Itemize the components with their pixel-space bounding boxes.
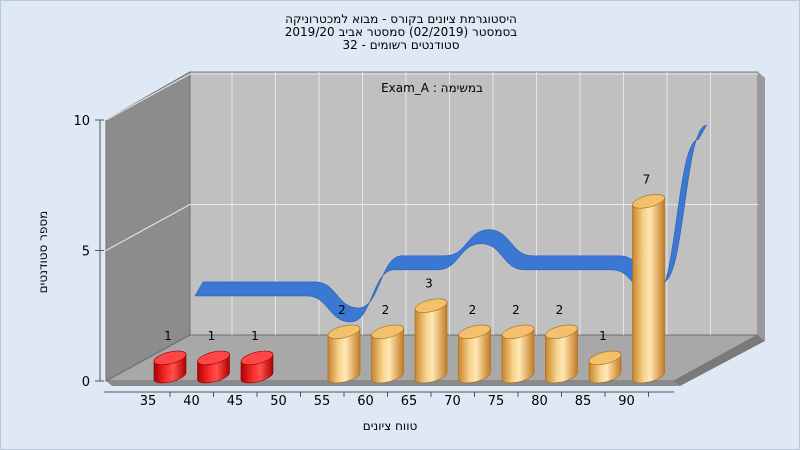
y-axis-label: מספר סטודנטים (36, 211, 50, 294)
bar-55 (327, 324, 361, 384)
bar-top (458, 324, 491, 340)
data-label-80: 2 (556, 303, 564, 317)
x-tick-label: 65 (401, 394, 418, 409)
bar-45 (240, 350, 274, 384)
back-wall-right-edge (758, 72, 765, 341)
bar-top (153, 350, 187, 366)
bar-40 (197, 350, 230, 384)
data-label-85: 1 (599, 329, 607, 343)
x-tick-label: 85 (575, 394, 592, 409)
x-tick-label: 90 (618, 394, 635, 409)
bar-body (501, 328, 535, 384)
bar-top (414, 298, 448, 313)
bar-body (371, 328, 404, 384)
bar-85 (588, 350, 622, 384)
x-tick-label: 50 (270, 394, 287, 409)
left-wall (105, 71, 191, 382)
x-tick-label: 75 (488, 394, 505, 409)
distribution-curve (194, 124, 708, 323)
data-label-40: 1 (208, 329, 216, 343)
floor-right-edge (674, 335, 765, 386)
axes: 0 5 10 35 40 45 50 55 60 65 70 75 80 85 90 (73, 114, 674, 409)
data-label-55: 2 (338, 303, 346, 317)
x-axis-label: טווח ציונים (363, 419, 418, 433)
bar-35 (153, 350, 187, 384)
bar-90 (632, 194, 665, 384)
bar-body (545, 328, 578, 384)
curve-ribbon (194, 124, 708, 323)
data-label-75: 2 (512, 303, 520, 317)
data-label-90: 7 (643, 172, 651, 186)
data-label-70: 2 (469, 303, 477, 317)
x-tick-label: 45 (227, 394, 244, 409)
bar-top (327, 324, 361, 340)
bars (153, 194, 665, 384)
bar-60 (371, 324, 404, 384)
x-tick-label: 80 (531, 394, 548, 409)
bar-top (197, 350, 230, 366)
y-tick-label: 5 (82, 245, 90, 260)
x-tick-label: 55 (314, 394, 331, 409)
chart-title-line-1: היסטוגרמת ציונים בקורס - מבוא למכטרוניקה (285, 12, 517, 26)
bar-body (632, 197, 665, 384)
data-label-45: 1 (251, 329, 259, 343)
bar-top (501, 324, 535, 340)
bar-top (240, 350, 274, 366)
bar-body (327, 328, 361, 384)
bar-top (632, 194, 665, 209)
task-annotation: Exam_A : במשימה (381, 81, 483, 95)
bar-top (545, 324, 578, 340)
chart-title-line-2: בסמסטר (02/2019) סמסטר אביב 2019/20 (284, 25, 518, 39)
chart-title-line-3: סטודנטים רשומים - 32 (342, 38, 460, 52)
x-tick-label: 60 (357, 394, 374, 409)
x-tick-label: 70 (444, 394, 461, 409)
gridline-side (105, 73, 191, 121)
data-label-60: 2 (382, 303, 390, 317)
bar-65 (414, 298, 448, 384)
bar-75 (501, 324, 535, 384)
y-tick-label: 0 (82, 375, 90, 390)
bar-80 (545, 324, 578, 384)
y-tick-label: 10 (73, 114, 90, 129)
x-tick-label: 35 (140, 394, 157, 409)
gridline-side (105, 204, 191, 251)
data-label-65: 3 (425, 277, 433, 291)
bar-top (588, 350, 622, 366)
data-labels: 1 1 1 2 2 3 2 2 2 1 7 (164, 172, 650, 343)
x-tick-label: 40 (183, 394, 200, 409)
data-label-35: 1 (164, 329, 172, 343)
bar-body (458, 328, 491, 384)
bar-70 (458, 324, 491, 384)
bar-top (371, 324, 404, 340)
bar-body (414, 301, 448, 384)
